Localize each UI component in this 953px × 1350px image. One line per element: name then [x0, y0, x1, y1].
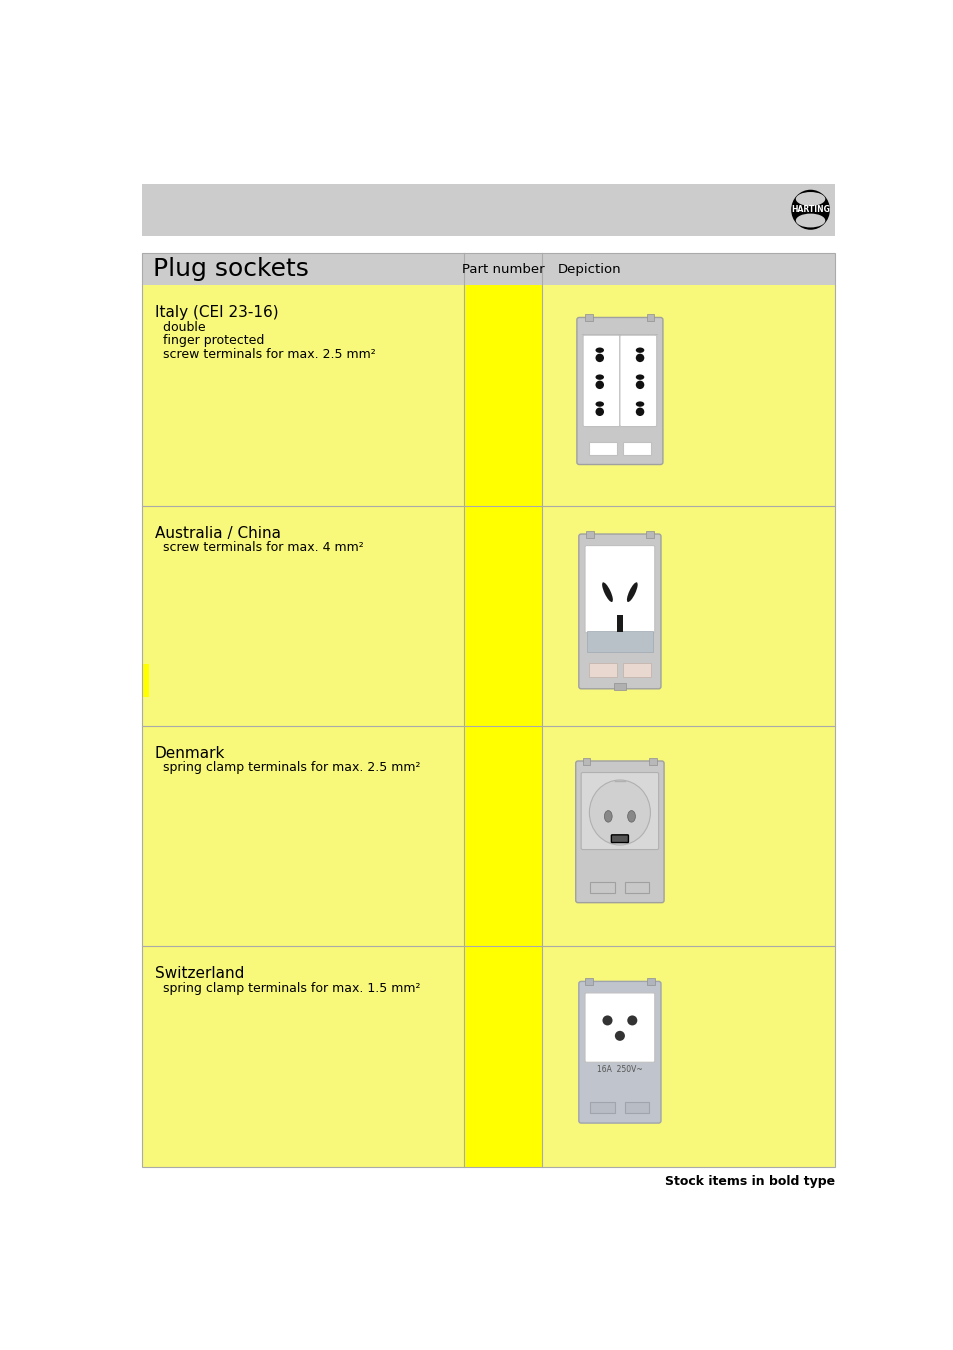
Bar: [142, 252, 835, 1166]
Bar: [624, 882, 649, 892]
Bar: [646, 979, 654, 986]
Bar: [590, 882, 615, 892]
FancyBboxPatch shape: [611, 834, 628, 842]
Bar: [590, 1103, 615, 1112]
Text: Switzerland: Switzerland: [154, 967, 244, 981]
FancyBboxPatch shape: [577, 317, 662, 464]
Text: spring clamp terminals for max. 2.5 mm²: spring clamp terminals for max. 2.5 mm²: [154, 761, 420, 775]
FancyBboxPatch shape: [584, 545, 654, 633]
Text: HARTING: HARTING: [790, 205, 829, 215]
Circle shape: [595, 354, 603, 362]
Circle shape: [595, 408, 603, 416]
Bar: [649, 757, 657, 765]
Bar: [142, 285, 464, 1166]
Ellipse shape: [601, 582, 612, 602]
Bar: [622, 443, 650, 455]
Text: Denmark: Denmark: [154, 747, 225, 761]
Ellipse shape: [635, 347, 643, 352]
Ellipse shape: [595, 347, 603, 352]
Text: Australia / China: Australia / China: [154, 525, 280, 540]
Circle shape: [602, 1015, 612, 1026]
Text: screw terminals for max. 2.5 mm²: screw terminals for max. 2.5 mm²: [154, 348, 375, 362]
FancyBboxPatch shape: [575, 761, 663, 903]
Bar: [582, 757, 590, 765]
Text: spring clamp terminals for max. 1.5 mm²: spring clamp terminals for max. 1.5 mm²: [154, 981, 420, 995]
FancyBboxPatch shape: [578, 981, 660, 1123]
Bar: [586, 632, 653, 652]
Circle shape: [615, 1031, 624, 1041]
Text: screw terminals for max. 4 mm²: screw terminals for max. 4 mm²: [154, 541, 363, 554]
Bar: [142, 664, 149, 698]
Text: Italy (CEI 23-16): Italy (CEI 23-16): [154, 305, 278, 320]
Bar: [142, 252, 835, 285]
Bar: [617, 616, 622, 632]
Bar: [464, 285, 542, 1166]
Bar: [622, 663, 650, 678]
Bar: [142, 184, 835, 236]
Text: Part number: Part number: [461, 262, 544, 275]
Ellipse shape: [595, 374, 603, 379]
Bar: [585, 313, 593, 321]
FancyBboxPatch shape: [580, 772, 658, 849]
Circle shape: [595, 381, 603, 389]
Ellipse shape: [790, 190, 829, 230]
Ellipse shape: [635, 374, 643, 379]
FancyBboxPatch shape: [619, 335, 656, 427]
FancyBboxPatch shape: [584, 994, 654, 1062]
Ellipse shape: [795, 213, 824, 227]
Ellipse shape: [635, 401, 643, 406]
Ellipse shape: [595, 401, 603, 406]
Text: double: double: [154, 320, 205, 333]
FancyBboxPatch shape: [582, 335, 619, 427]
Ellipse shape: [627, 810, 635, 822]
Bar: [613, 683, 625, 690]
Ellipse shape: [795, 192, 824, 207]
Bar: [542, 285, 835, 1166]
Bar: [624, 1103, 649, 1112]
Ellipse shape: [604, 810, 612, 822]
Text: Plug sockets: Plug sockets: [153, 256, 309, 281]
Text: 16A  250V~: 16A 250V~: [597, 1065, 642, 1075]
Ellipse shape: [589, 780, 650, 845]
FancyBboxPatch shape: [578, 535, 660, 688]
Bar: [645, 531, 654, 537]
Text: Stock items in bold type: Stock items in bold type: [664, 1174, 835, 1188]
Circle shape: [635, 408, 643, 416]
Bar: [588, 663, 617, 678]
Bar: [588, 443, 617, 455]
Bar: [584, 979, 592, 986]
Bar: [585, 531, 593, 537]
Text: finger protected: finger protected: [154, 335, 264, 347]
Circle shape: [627, 1015, 637, 1026]
Circle shape: [635, 354, 643, 362]
Bar: [646, 313, 654, 321]
Ellipse shape: [626, 582, 637, 602]
Circle shape: [635, 381, 643, 389]
Text: Depiction: Depiction: [558, 262, 620, 275]
